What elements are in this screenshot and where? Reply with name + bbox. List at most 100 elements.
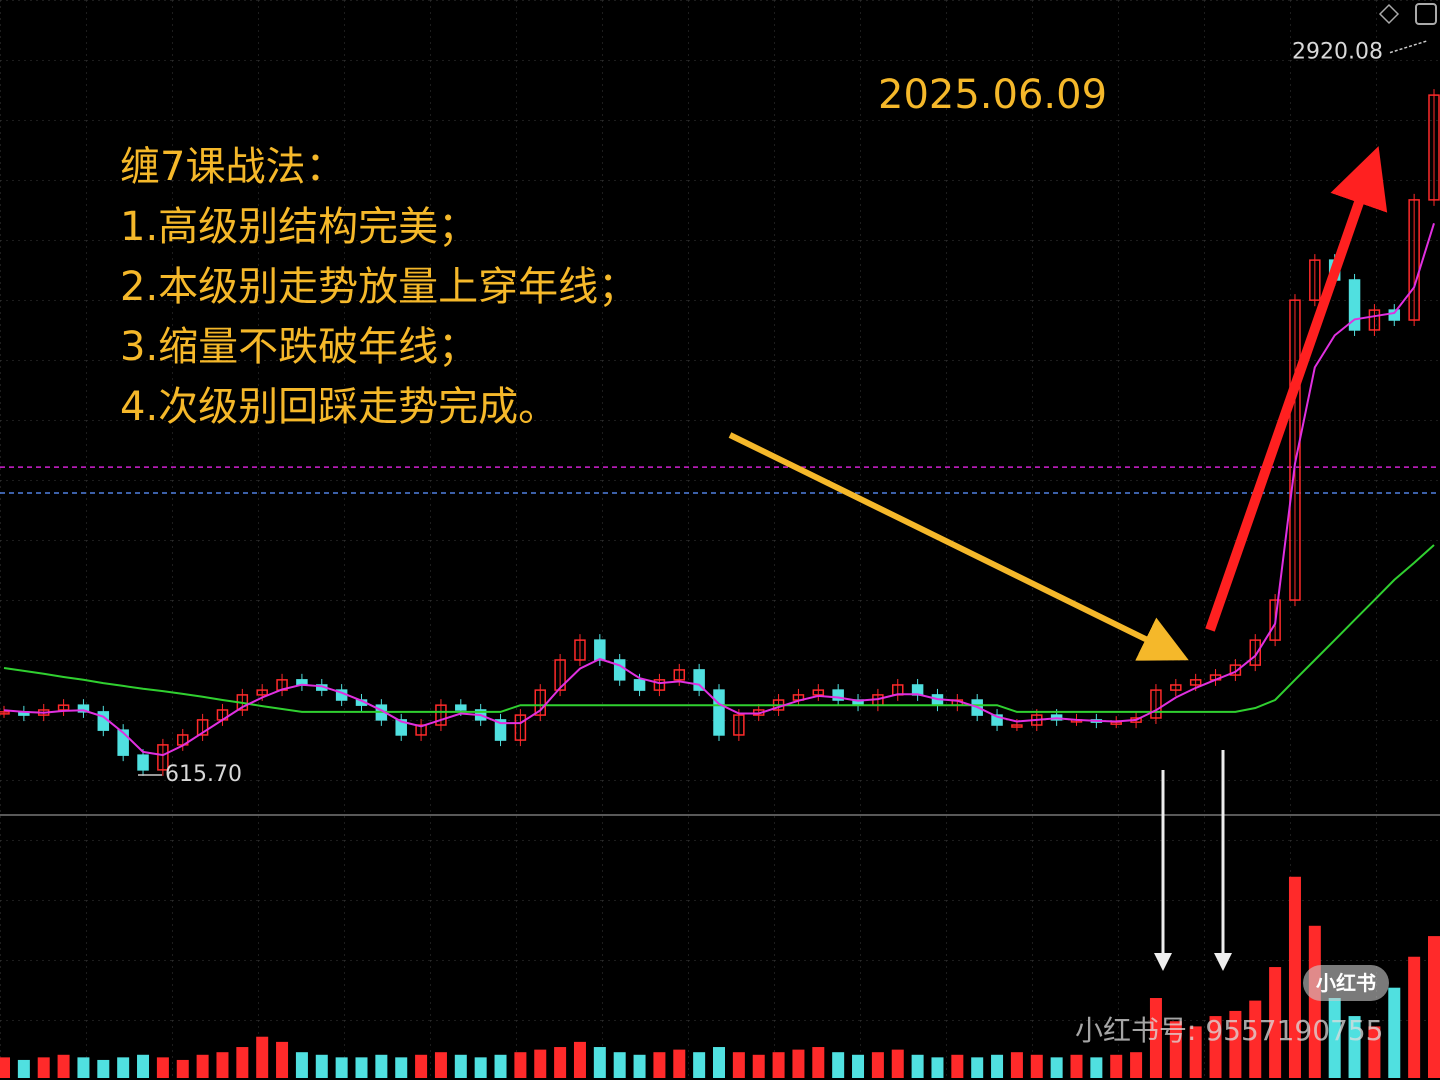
candle (594, 639, 606, 661)
volume-bar (315, 1054, 328, 1078)
max-label: 2920.08 (1292, 40, 1383, 65)
candle (435, 704, 447, 726)
volume-bar (613, 1052, 626, 1078)
candle (991, 714, 1003, 726)
candle (1388, 309, 1401, 321)
candle (514, 714, 527, 741)
candle (1309, 259, 1321, 301)
volume-bar (17, 1059, 30, 1078)
candle (613, 659, 626, 681)
candle (534, 689, 546, 716)
volume-bar (375, 1054, 388, 1078)
volume-bar (1130, 1052, 1143, 1078)
candle (673, 669, 686, 681)
date-label: 2025.06.09 (878, 72, 1107, 118)
candle (1249, 639, 1261, 666)
volume-bar (1050, 1057, 1063, 1078)
volume-bar (871, 1052, 884, 1078)
volume-bar (514, 1052, 527, 1078)
icon[interactable] (1415, 3, 1437, 25)
candle (455, 704, 467, 711)
candle (633, 679, 646, 691)
volume-bar (832, 1052, 845, 1078)
volume-bar (812, 1047, 825, 1078)
volume-bar (474, 1057, 487, 1078)
icon[interactable] (1378, 3, 1400, 25)
volume-bar (355, 1057, 368, 1078)
annotation-line: 缠7课战法： (120, 144, 345, 190)
volume-bar (434, 1052, 447, 1078)
volume-bar (295, 1052, 308, 1078)
volume-bar (1229, 1010, 1242, 1078)
candle (157, 744, 169, 771)
yellow-arrow (728, 432, 1189, 661)
volume-bar (693, 1052, 706, 1078)
candle (1269, 599, 1281, 641)
volume-bar (454, 1054, 467, 1078)
volume-bar (97, 1059, 110, 1078)
annotation: 缠7课战法： 1.高级别结构完美； 2.本级别走势放量上穿年线； 3.缩量不跌破… (120, 72, 1107, 430)
candle (1348, 279, 1361, 331)
annotation-line: 3.缩量不跌破年线； (120, 324, 478, 370)
volume-bar (852, 1054, 865, 1078)
volume-bar (911, 1054, 924, 1078)
volume-bar (673, 1049, 686, 1078)
candle (693, 669, 705, 691)
candle (1289, 299, 1301, 601)
candle (1170, 684, 1182, 691)
volume-bar (216, 1052, 229, 1078)
candle (713, 689, 725, 736)
volume-bar (395, 1057, 408, 1078)
volume-bar (732, 1052, 745, 1078)
volume-bar (1090, 1057, 1103, 1078)
candle (1150, 689, 1162, 719)
candle (733, 714, 745, 736)
ma-line (3, 223, 1435, 757)
volume-bar (117, 1057, 130, 1078)
volume-bar (494, 1054, 507, 1078)
volume-bar (196, 1054, 209, 1078)
volume-bar (534, 1049, 547, 1078)
candle (554, 659, 566, 691)
volume-bar (1348, 1016, 1361, 1078)
candle (832, 689, 844, 701)
volume-bar (593, 1047, 606, 1078)
candle (1189, 679, 1202, 686)
annotation-line: 1.高级别结构完美； (120, 204, 478, 250)
plot: 615.70 2920.08 (0, 40, 1440, 1078)
volume-bar (772, 1052, 785, 1078)
volume-bar (0, 1057, 10, 1078)
volume-bar (1070, 1054, 1083, 1078)
volume-bar (1388, 987, 1401, 1078)
volume-bar (77, 1057, 90, 1078)
volume-bar (236, 1047, 249, 1078)
candle (256, 689, 268, 696)
volume-bar (137, 1054, 150, 1078)
volume-bar (1269, 967, 1282, 1078)
candle (395, 719, 407, 736)
candle (653, 679, 666, 691)
volume-bar (891, 1049, 904, 1078)
volume-bar (752, 1054, 765, 1078)
ma-line (3, 544, 1435, 713)
volume-bar (573, 1041, 586, 1078)
volume-bar (37, 1057, 50, 1078)
min-label: 615.70 (165, 762, 242, 787)
volume-bar (1428, 936, 1440, 1078)
volume-bar (951, 1054, 964, 1078)
candle (1428, 94, 1440, 201)
candle (1408, 199, 1420, 321)
candle (1368, 309, 1381, 331)
volume-bar (971, 1057, 984, 1078)
annotation-line: 4.次级别回踩走势完成。 (120, 384, 558, 430)
volume-bar (156, 1057, 169, 1078)
volume-bar (554, 1047, 567, 1078)
volume-bar (415, 1054, 428, 1078)
volume-bar (1308, 925, 1321, 1078)
volume-bar (931, 1057, 944, 1078)
candle (0, 711, 10, 715)
candle (196, 719, 209, 736)
volume-bar (1249, 1000, 1262, 1078)
volume-bar (792, 1049, 805, 1078)
volume-bar (57, 1054, 70, 1078)
